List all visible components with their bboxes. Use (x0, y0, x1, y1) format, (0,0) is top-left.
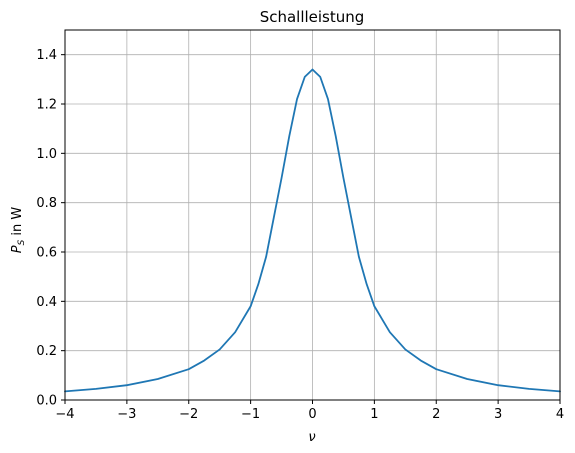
x-tick-label: −4 (55, 407, 74, 422)
x-tick-label: 3 (494, 407, 502, 422)
chart-title: Schallleistung (260, 8, 365, 26)
y-axis-label-main: P (10, 245, 25, 253)
y-axis-label: PS in W (10, 207, 27, 254)
plot-frame (64, 29, 561, 401)
x-tick-label: −3 (117, 407, 136, 422)
y-tick-label: 1.2 (36, 98, 57, 113)
series (64, 68, 561, 393)
grid (64, 30, 561, 401)
ticks: −4 −3 −2 −1 0 1 2 3 4 0.0 0.2 0.4 0.6 0.8 1.0 1.2 1.4 (36, 48, 564, 422)
y-tick-label: 0.6 (36, 246, 57, 261)
y-axis-label-rest: in W (10, 207, 25, 240)
y-axis-label-sub: S (17, 239, 27, 245)
series-line (64, 68, 561, 393)
y-tick-label: 0.4 (36, 295, 57, 310)
x-tick-label: 2 (432, 407, 440, 422)
y-tick-label: 1.4 (36, 48, 57, 63)
y-tick-label: 0.8 (36, 196, 57, 211)
x-tick-label: 1 (370, 407, 378, 422)
x-tick-label: 0 (308, 407, 316, 422)
y-tick-label: 1.0 (36, 147, 57, 162)
x-tick-label: −2 (179, 407, 198, 422)
x-axis-label: ν (308, 430, 315, 445)
y-tick-label: 0.2 (36, 344, 57, 359)
x-tick-label: 4 (556, 407, 564, 422)
y-tick-label: 0.0 (36, 394, 57, 409)
x-tick-label: −1 (241, 407, 260, 422)
